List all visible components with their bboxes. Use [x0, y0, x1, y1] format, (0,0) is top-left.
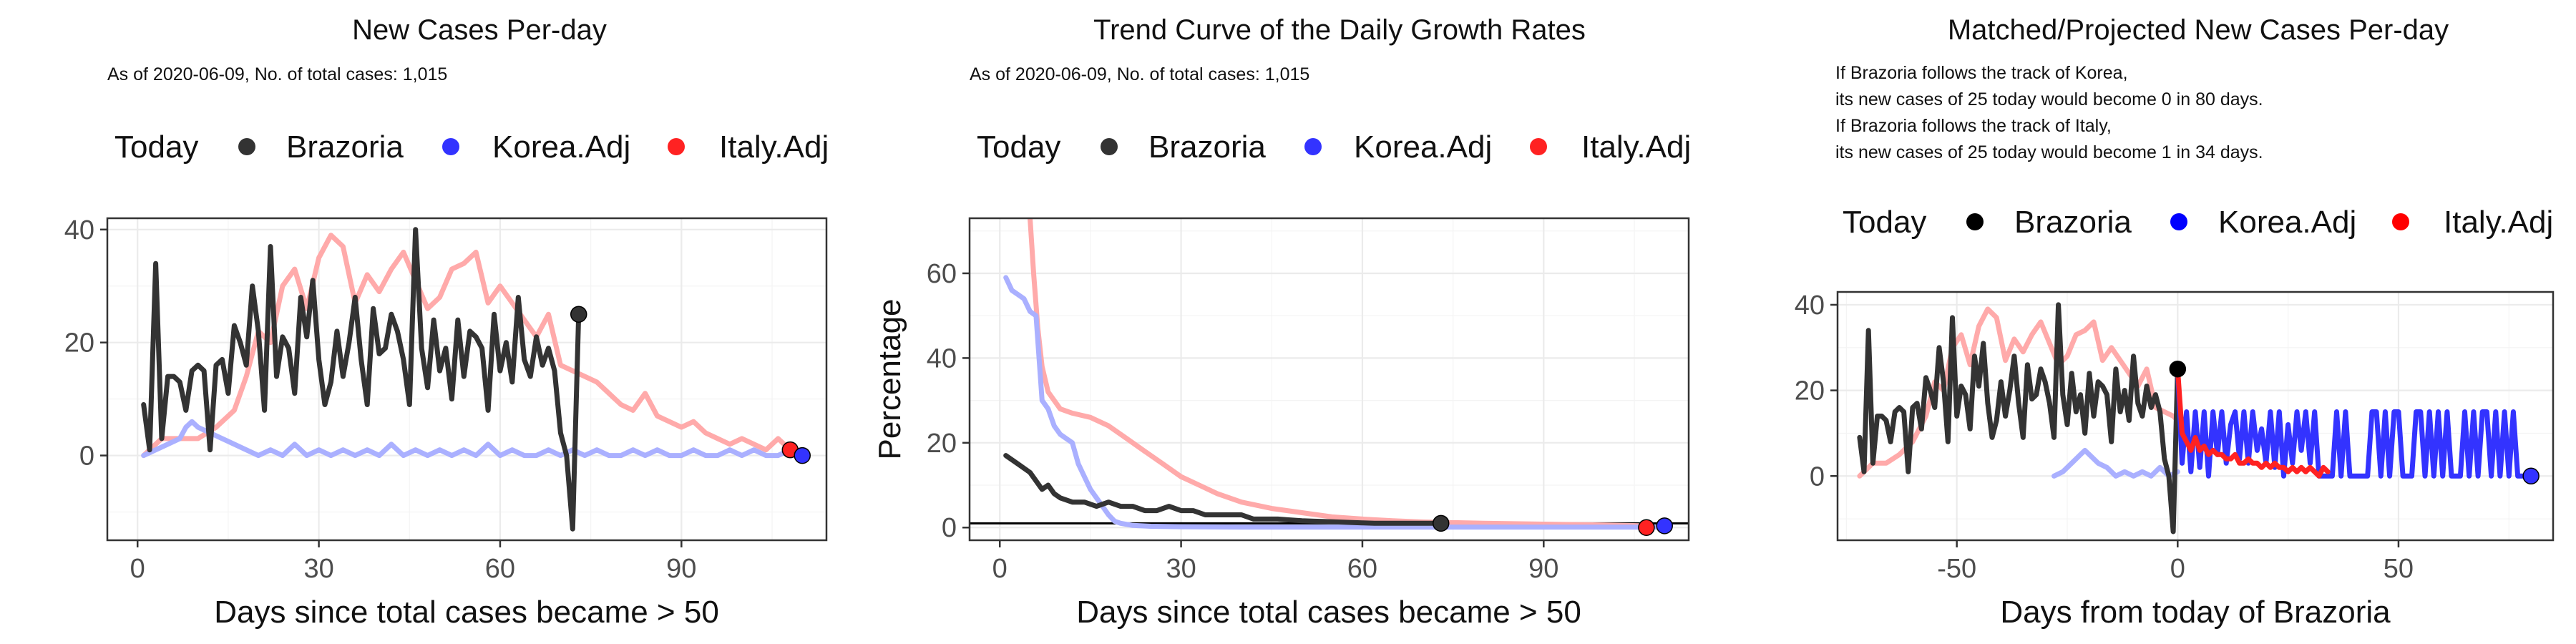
- legend-label-brazoria: Brazoria: [286, 130, 404, 165]
- subtitle-line: If Brazoria follows the track of Italy,: [1835, 116, 2112, 136]
- plot-border: [968, 217, 1690, 542]
- x-axis-label: Days since total cases became > 50: [1076, 595, 1581, 630]
- chart-subtitle: As of 2020-06-09, No. of total cases: 1,…: [970, 64, 1309, 84]
- y-tick-label: 0: [1810, 462, 1825, 492]
- series-line-korea-adj-matched: [2051, 447, 2180, 479]
- today-point-korea-adj: [2522, 467, 2540, 485]
- legend-marker-korea: [1304, 138, 1322, 155]
- legend: Today Brazoria Korea.Adj Italy.Adj: [114, 130, 829, 165]
- series-group: [1857, 302, 2534, 535]
- legend-marker-italy: [1530, 138, 1547, 155]
- y-tick-label: 20: [64, 328, 94, 358]
- series-group: [141, 227, 805, 532]
- chart-subtitle: If Brazoria follows the track of Korea, …: [1835, 63, 2263, 162]
- plot-border: [1836, 291, 2555, 542]
- y-tick-label: 40: [1795, 291, 1825, 321]
- series-line-korea-adj: [1003, 275, 1667, 530]
- subtitle-line: its new cases of 25 today would become 0…: [1835, 89, 2263, 109]
- legend-marker-brazoria: [1966, 213, 1984, 230]
- today-point-korea-adj: [1656, 517, 1673, 535]
- series-line-korea-adj-projected: [2175, 366, 2534, 479]
- x-tick-label: 60: [485, 554, 515, 584]
- chart-panel-projected: Matched/Projected New Cases Per-day If B…: [1795, 14, 2555, 630]
- legend-label-korea: Korea.Adj: [492, 130, 630, 165]
- plot-border: [106, 217, 828, 542]
- x-tick-label: 50: [2384, 554, 2414, 584]
- x-tick-label: 90: [666, 554, 696, 584]
- plot-area: 0 30 60 90 0 20 40: [64, 215, 828, 584]
- legend-marker-italy: [2392, 213, 2409, 230]
- today-point-brazoria: [1432, 514, 1450, 532]
- subtitle-line: its new cases of 25 today would become 1…: [1835, 142, 2263, 162]
- chart-panel-new-cases: New Cases Per-day As of 2020-06-09, No. …: [64, 14, 829, 630]
- legend-label-italy: Italy.Adj: [1581, 130, 1691, 165]
- plot-area: -50 0 50 0 20 40: [1795, 291, 2555, 584]
- x-tick-label: 0: [130, 554, 145, 584]
- series-line-italy-adj: [141, 233, 793, 459]
- plot-area: 0 30 60 90 0 20 40 60: [927, 217, 1690, 584]
- y-tick-label: 20: [927, 429, 957, 459]
- legend-title: Today: [977, 130, 1060, 165]
- x-tick-label: 90: [1528, 554, 1558, 584]
- legend: Today Brazoria Korea.Adj Italy.Adj: [977, 130, 1691, 165]
- chart-title: Trend Curve of the Daily Growth Rates: [1093, 14, 1586, 46]
- series-line-brazoria: [1857, 302, 2180, 535]
- x-tick-label: 60: [1347, 554, 1377, 584]
- series-line-brazoria: [141, 227, 582, 532]
- legend-marker-korea: [2170, 213, 2187, 230]
- series-line-italy-adj: [1028, 218, 1649, 529]
- x-tick-label: 0: [992, 554, 1008, 584]
- series-line-italy-adj-projected: [2175, 366, 2331, 479]
- x-axis-label: Days since total cases became > 50: [214, 595, 719, 630]
- legend: Today Brazoria Korea.Adj Italy.Adj: [1843, 205, 2553, 240]
- y-tick-label: 0: [942, 513, 957, 543]
- y-tick-label: 40: [927, 343, 957, 374]
- legend-label-korea: Korea.Adj: [2218, 205, 2356, 240]
- legend-label-italy: Italy.Adj: [719, 130, 829, 165]
- x-axis-label: Days from today of Brazoria: [2000, 595, 2391, 630]
- series-line-brazoria: [1003, 453, 1444, 526]
- y-tick-label: 0: [79, 441, 94, 472]
- today-point-brazoria: [2169, 360, 2187, 378]
- series-group: [1003, 218, 1667, 530]
- chart-panel-growth-rates: Trend Curve of the Daily Growth Rates As…: [872, 14, 1691, 630]
- subtitle-line: If Brazoria follows the track of Korea,: [1835, 63, 2128, 83]
- y-axis-label: Percentage: [872, 298, 907, 459]
- y-tick-label: 40: [64, 215, 94, 245]
- today-point-italy-adj: [1638, 519, 1655, 536]
- legend-title: Today: [114, 130, 198, 165]
- legend-marker-italy: [668, 138, 685, 155]
- series-line-korea-adj: [141, 419, 805, 459]
- y-tick-label: 60: [927, 259, 957, 289]
- legend-label-italy: Italy.Adj: [2444, 205, 2553, 240]
- chart-title: New Cases Per-day: [352, 14, 607, 46]
- chart-title: Matched/Projected New Cases Per-day: [1948, 14, 2449, 46]
- y-tick-label: 20: [1795, 376, 1825, 406]
- x-tick-label: 0: [2170, 554, 2185, 584]
- today-point-brazoria: [570, 306, 587, 323]
- x-tick-label: -50: [1937, 554, 1976, 584]
- x-tick-label: 30: [1166, 554, 1196, 584]
- legend-marker-korea: [442, 138, 459, 155]
- legend-title: Today: [1843, 205, 1926, 240]
- legend-marker-brazoria: [238, 138, 255, 155]
- today-point-korea-adj: [794, 447, 811, 464]
- legend-label-brazoria: Brazoria: [1148, 130, 1266, 165]
- legend-label-brazoria: Brazoria: [2014, 205, 2132, 240]
- legend-marker-brazoria: [1101, 138, 1118, 155]
- chart-subtitle: As of 2020-06-09, No. of total cases: 1,…: [107, 64, 447, 84]
- legend-label-korea: Korea.Adj: [1354, 130, 1492, 165]
- x-tick-label: 30: [303, 554, 333, 584]
